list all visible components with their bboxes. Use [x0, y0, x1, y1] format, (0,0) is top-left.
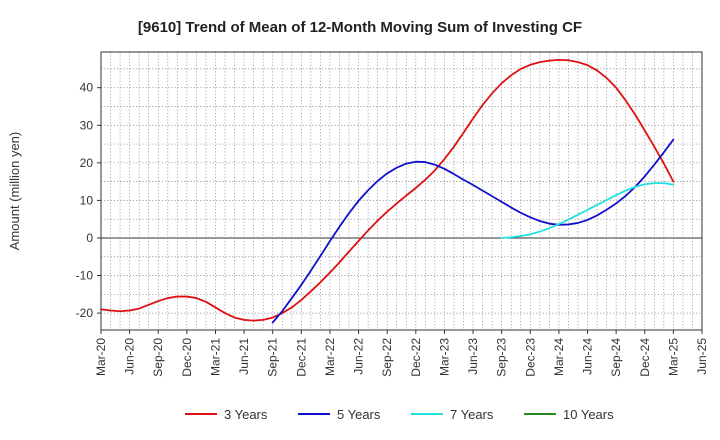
chart-title: [9610] Trend of Mean of 12-Month Moving … — [138, 19, 582, 36]
x-tick-label: Jun-20 — [123, 338, 137, 375]
series-line-7-years — [500, 182, 675, 239]
series-line-5-years — [271, 138, 675, 324]
x-tick-label: Mar-22 — [323, 338, 337, 376]
legend-label-10-years: 10 Years — [563, 407, 614, 422]
x-tick-label: Dec-22 — [409, 338, 423, 377]
plot-border — [100, 51, 703, 331]
y-tick-label: 30 — [80, 118, 94, 132]
series-line-3-years — [100, 58, 675, 322]
legend-label-3-years: 3 Years — [224, 407, 268, 422]
y-tick-label: 10 — [80, 193, 94, 207]
y-axis-label: Amount (million yen) — [7, 132, 22, 251]
y-tick-label: 20 — [80, 156, 94, 170]
legend-label-7-years: 7 Years — [450, 407, 494, 422]
x-tick-label: Mar-25 — [666, 338, 680, 376]
x-tick-label: Dec-24 — [638, 338, 652, 377]
y-tick-label: 0 — [86, 231, 93, 245]
x-tick-label: Dec-23 — [523, 338, 537, 377]
x-tick-label: Mar-20 — [94, 338, 108, 376]
x-tick-label: Sep-22 — [380, 338, 394, 377]
grid-lines — [100, 52, 703, 330]
x-tick-label: Dec-21 — [294, 338, 308, 377]
x-tick-label: Sep-20 — [151, 338, 165, 377]
x-tick-label: Jun-25 — [695, 338, 709, 375]
y-axis-ticks: -20 -10 0 10 20 30 40 — [76, 81, 101, 320]
legend-label-5-years: 5 Years — [337, 407, 381, 422]
x-tick-label: Mar-24 — [552, 338, 566, 376]
x-tick-label: Jun-23 — [466, 338, 480, 375]
x-tick-label: Sep-23 — [495, 338, 509, 377]
x-tick-label: Mar-23 — [437, 338, 451, 376]
x-tick-label: Jun-22 — [352, 338, 366, 375]
x-axis-ticks: Mar-20 Jun-20 Sep-20 Dec-20 Mar-21 Jun-21 Sep-… — [94, 330, 709, 377]
x-tick-label: Sep-24 — [609, 338, 623, 377]
y-tick-label: -20 — [76, 306, 94, 320]
x-tick-label: Mar-21 — [208, 338, 222, 376]
y-tick-label: -10 — [76, 269, 94, 283]
y-tick-label: 40 — [80, 81, 94, 95]
legend: 3 Years 5 Years 7 Years 10 Years — [185, 407, 614, 422]
x-tick-label: Dec-20 — [180, 338, 194, 377]
x-tick-label: Jun-21 — [237, 338, 251, 375]
series-lines — [100, 58, 675, 324]
x-tick-label: Jun-24 — [581, 338, 595, 375]
plot-area — [101, 52, 702, 330]
x-tick-label: Sep-21 — [266, 338, 280, 377]
